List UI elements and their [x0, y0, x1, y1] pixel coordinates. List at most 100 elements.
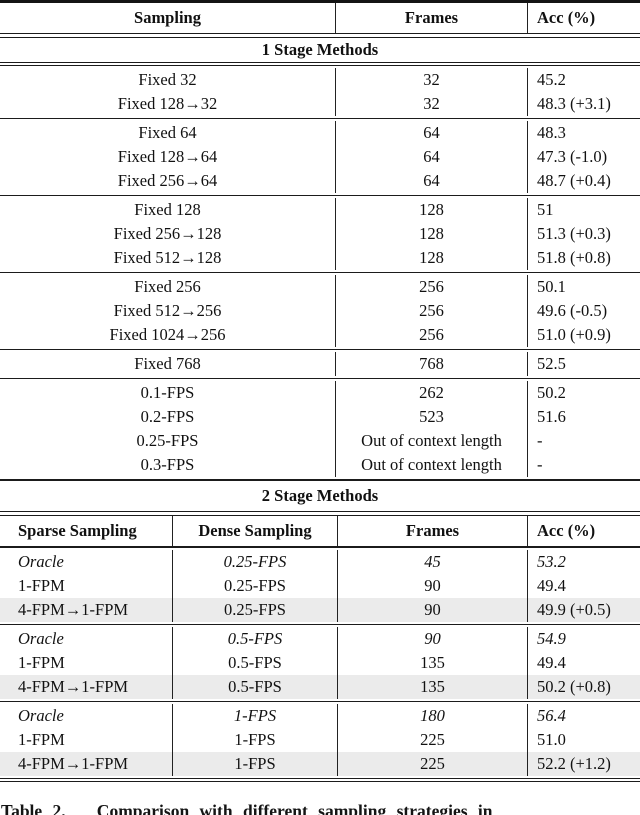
cell-frames: 262 [335, 381, 527, 406]
group-separator-rule [0, 349, 640, 351]
stage2-header-row: Sparse Sampling Dense Sampling Frames Ac… [0, 515, 640, 546]
cell-sampling: 0.2-FPS [140, 407, 195, 427]
cell-frames: Out of context length [335, 453, 527, 478]
cell-acc: 47.3 (-1.0) [527, 145, 640, 170]
cell-acc: 54.9 [527, 626, 640, 651]
cell-frames: 32 [335, 92, 527, 117]
rule-below-stage1-title [0, 61, 640, 67]
cell-frames: 768 [335, 352, 527, 377]
cell-acc: - [527, 429, 640, 454]
table-row: 1-FPM 1-FPS 225 51.0 [0, 727, 640, 752]
col-header-acc: Acc (%) [527, 3, 640, 33]
cell-frames: 128 [335, 246, 527, 271]
table-row: 0.3-FPS Out of context length - [0, 453, 640, 478]
cell-acc: 49.4 [527, 650, 640, 675]
cell-frames: 256 [335, 299, 527, 324]
table-row: Fixed 512→256 256 49.6 (-0.5) [0, 299, 640, 324]
cell-acc: 51.8 (+0.8) [527, 246, 640, 271]
table-row-oracle: Oracle 1-FPS 180 56.4 [0, 703, 640, 728]
cell-frames: 64 [335, 145, 527, 170]
table-row-highlighted: 4-FPM→1-FPM 0.5-FPS 135 50.2 (+0.8) [0, 674, 640, 699]
cell-sparse: Oracle [18, 551, 64, 571]
cell-acc: 52.2 (+1.2) [527, 751, 640, 776]
cell-frames: 128 [335, 222, 527, 247]
table-caption: Table 2. Comparison with different sampl… [1, 801, 493, 815]
cell-dense: 0.5-FPS [172, 650, 337, 675]
group-separator-rule [0, 118, 640, 120]
table-row-highlighted: 4-FPM→1-FPM 1-FPS 225 52.2 (+1.2) [0, 751, 640, 776]
table-row-highlighted: 4-FPM→1-FPM 0.25-FPS 90 49.9 (+0.5) [0, 597, 640, 622]
col-header-frames: Frames [335, 3, 527, 33]
cell-sampling: 0.1-FPS [140, 383, 195, 403]
table-row: Fixed 768 768 52.5 [0, 352, 640, 377]
cell-sparse: 1-FPM [18, 729, 65, 749]
cell-sampling: Fixed 256→128 [113, 224, 222, 244]
cell-frames: 32 [335, 68, 527, 93]
cell-sampling: 0.25-FPS [136, 431, 199, 451]
cell-sampling: Fixed 128→32 [117, 94, 218, 114]
cell-sampling: Fixed 768 [134, 354, 201, 374]
cell-acc: 56.4 [527, 703, 640, 728]
cell-sampling: Fixed 256 [134, 277, 201, 297]
cell-acc: 51.0 (+0.9) [527, 323, 640, 348]
cell-acc: 48.3 (+3.1) [527, 92, 640, 117]
cell-dense: 0.5-FPS [172, 626, 337, 651]
cell-acc: 45.2 [527, 68, 640, 93]
cell-acc: 51.0 [527, 727, 640, 752]
table-row: Fixed 128→32 32 48.3 (+3.1) [0, 92, 640, 117]
cell-acc: 49.6 (-0.5) [527, 299, 640, 324]
cell-acc: 51.6 [527, 405, 640, 430]
cell-dense: 0.25-FPS [172, 549, 337, 574]
cell-acc: 50.1 [527, 275, 640, 300]
cell-sparse: 1-FPM [18, 652, 65, 672]
cell-sparse: Oracle [18, 628, 64, 648]
table-row: Fixed 256 256 50.1 [0, 275, 640, 300]
table-row: 0.2-FPS 523 51.6 [0, 405, 640, 430]
cell-acc: 49.4 [527, 573, 640, 598]
cell-frames: 45 [337, 549, 527, 574]
cell-sampling: Fixed 64 [138, 123, 197, 143]
stage1-group-fps: 0.1-FPS 262 50.2 0.2-FPS 523 51.6 0.25-F… [0, 379, 640, 479]
cell-frames: Out of context length [335, 429, 527, 454]
table-row-oracle: Oracle 0.5-FPS 90 54.9 [0, 626, 640, 651]
group-separator-rule [0, 272, 640, 274]
cell-acc: - [527, 453, 640, 478]
cell-frames: 256 [335, 323, 527, 348]
col-header-acc: Acc (%) [527, 515, 640, 546]
table-row: Fixed 128 128 51 [0, 198, 640, 223]
cell-dense: 0.25-FPS [172, 597, 337, 622]
col-header-sampling: Sampling [134, 8, 201, 27]
rule-below-stage2-header [0, 545, 640, 548]
cell-sparse: 4-FPM→1-FPM [18, 599, 129, 619]
cell-acc: 53.2 [527, 549, 640, 574]
table-row: Fixed 1024→256 256 51.0 (+0.9) [0, 323, 640, 348]
cell-dense: 0.25-FPS [172, 573, 337, 598]
cell-sampling: Fixed 32 [138, 70, 197, 90]
stage1-group-fixed32: Fixed 32 32 45.2 Fixed 128→32 32 48.3 (+… [0, 66, 640, 118]
cell-frames: 90 [337, 573, 527, 598]
table-row: Fixed 64 64 48.3 [0, 121, 640, 146]
table-row: 1-FPM 0.25-FPS 90 49.4 [0, 573, 640, 598]
cell-dense: 0.5-FPS [172, 674, 337, 699]
group-separator-rule [0, 195, 640, 197]
cell-frames: 135 [337, 674, 527, 699]
cell-acc: 50.2 (+0.8) [527, 674, 640, 699]
cell-frames: 256 [335, 275, 527, 300]
table-row: Fixed 512→128 128 51.8 (+0.8) [0, 246, 640, 271]
cell-sampling: Fixed 128 [134, 200, 201, 220]
cell-frames: 523 [335, 405, 527, 430]
cell-sampling: 0.3-FPS [140, 455, 195, 475]
stage1-group-fixed768: Fixed 768 768 52.5 [0, 350, 640, 378]
group-separator-rule [0, 700, 640, 702]
cell-dense: 1-FPS [172, 703, 337, 728]
cell-acc: 51 [527, 198, 640, 223]
cell-frames: 135 [337, 650, 527, 675]
cell-sampling: Fixed 1024→256 [109, 325, 226, 345]
group-separator-rule [0, 378, 640, 380]
cell-sparse: 1-FPM [18, 575, 65, 595]
table-row: 0.25-FPS Out of context length - [0, 429, 640, 454]
cell-frames: 64 [335, 121, 527, 146]
cell-frames: 225 [337, 751, 527, 776]
stage1-section-title: 1 Stage Methods [261, 39, 379, 59]
col-header-dense-sampling: Dense Sampling [172, 515, 337, 546]
